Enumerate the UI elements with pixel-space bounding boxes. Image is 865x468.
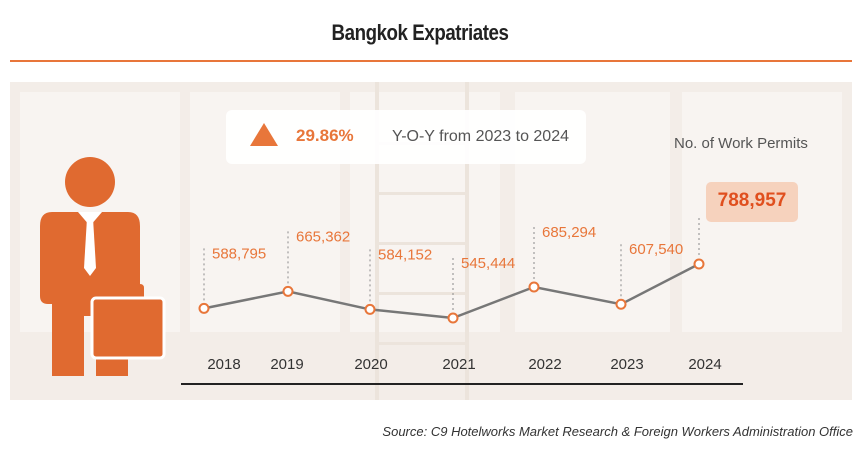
data-label: 685,294 [542, 224, 596, 241]
series-line [203, 262, 700, 320]
x-axis-line [181, 383, 743, 385]
x-tick-label: 2018 [207, 356, 240, 373]
background-ladder-rung [375, 192, 469, 195]
data-point [528, 281, 540, 293]
highlight-value-box [706, 182, 798, 222]
title-divider [10, 60, 852, 62]
page-title: Bangkok Expatriates [331, 20, 509, 45]
data-label: 607,540 [629, 241, 683, 258]
x-tick-label: 2023 [610, 356, 643, 373]
yoy-percent: 29.86% [296, 126, 354, 145]
x-tick-label: 2021 [442, 356, 475, 373]
source-note: Source: C9 Hotelworks Market Research & … [382, 424, 853, 439]
x-tick-label: 2022 [528, 356, 561, 373]
data-point [282, 285, 294, 297]
work-permits-label: No. of Work Permits [674, 135, 808, 152]
data-label: 545,444 [461, 255, 515, 272]
data-point [447, 312, 459, 324]
background-ladder-rail [375, 82, 379, 400]
yoy-description: Y-O-Y from 2023 to 2024 [392, 128, 569, 145]
data-label: 584,152 [378, 246, 432, 263]
x-tick-label: 2019 [270, 356, 303, 373]
data-label: 588,795 [212, 245, 266, 262]
x-tick-label: 2020 [354, 356, 387, 373]
yoy-summary-box [226, 110, 586, 164]
background-ladder-rung [375, 242, 469, 245]
background-ladder-rail [465, 82, 469, 400]
data-point [364, 303, 376, 315]
data-label: 665,362 [296, 228, 350, 245]
background-ladder-rung [375, 292, 469, 295]
highlight-value: 788,957 [717, 190, 787, 211]
data-point [615, 298, 627, 310]
x-tick-label: 2024 [688, 356, 721, 373]
data-point [198, 302, 210, 314]
background-ladder-rung [375, 342, 469, 345]
data-point [693, 258, 705, 270]
